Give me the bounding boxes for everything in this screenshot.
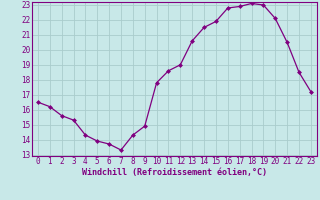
- X-axis label: Windchill (Refroidissement éolien,°C): Windchill (Refroidissement éolien,°C): [82, 168, 267, 177]
